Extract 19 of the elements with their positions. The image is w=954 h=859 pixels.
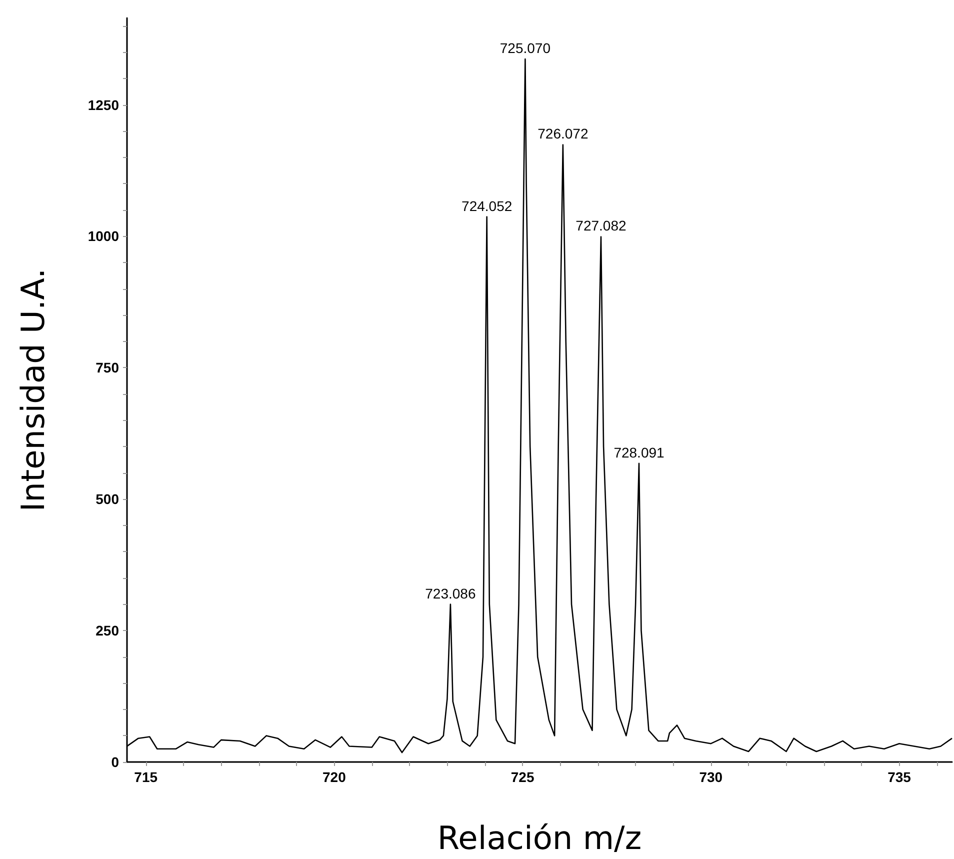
annotation: 727.082 xyxy=(576,218,626,234)
x-tick-label: 735 xyxy=(888,769,912,785)
y-tick-label: 750 xyxy=(96,360,120,376)
x-tick-label: 725 xyxy=(510,769,534,785)
x-tick-label: 720 xyxy=(322,769,346,785)
x-axis-title: Relación m/z xyxy=(437,819,642,857)
y-axis-title: Intensidad U.A. xyxy=(14,268,52,512)
y-tick-label: 500 xyxy=(96,491,120,508)
y-tick-label: 1250 xyxy=(88,96,120,113)
annotation: 725.070 xyxy=(500,40,551,56)
annotation: 723.086 xyxy=(425,585,476,602)
x-tick-label: 715 xyxy=(134,769,158,785)
annotation: 728.091 xyxy=(614,444,665,460)
y-tick-label: 1000 xyxy=(88,228,120,244)
annotation: 724.052 xyxy=(462,198,512,214)
annotation: 726.072 xyxy=(538,126,588,142)
y-tick-label: 250 xyxy=(96,622,120,639)
y-tick-label: 0 xyxy=(111,754,120,770)
x-tick-label: 730 xyxy=(699,769,723,785)
